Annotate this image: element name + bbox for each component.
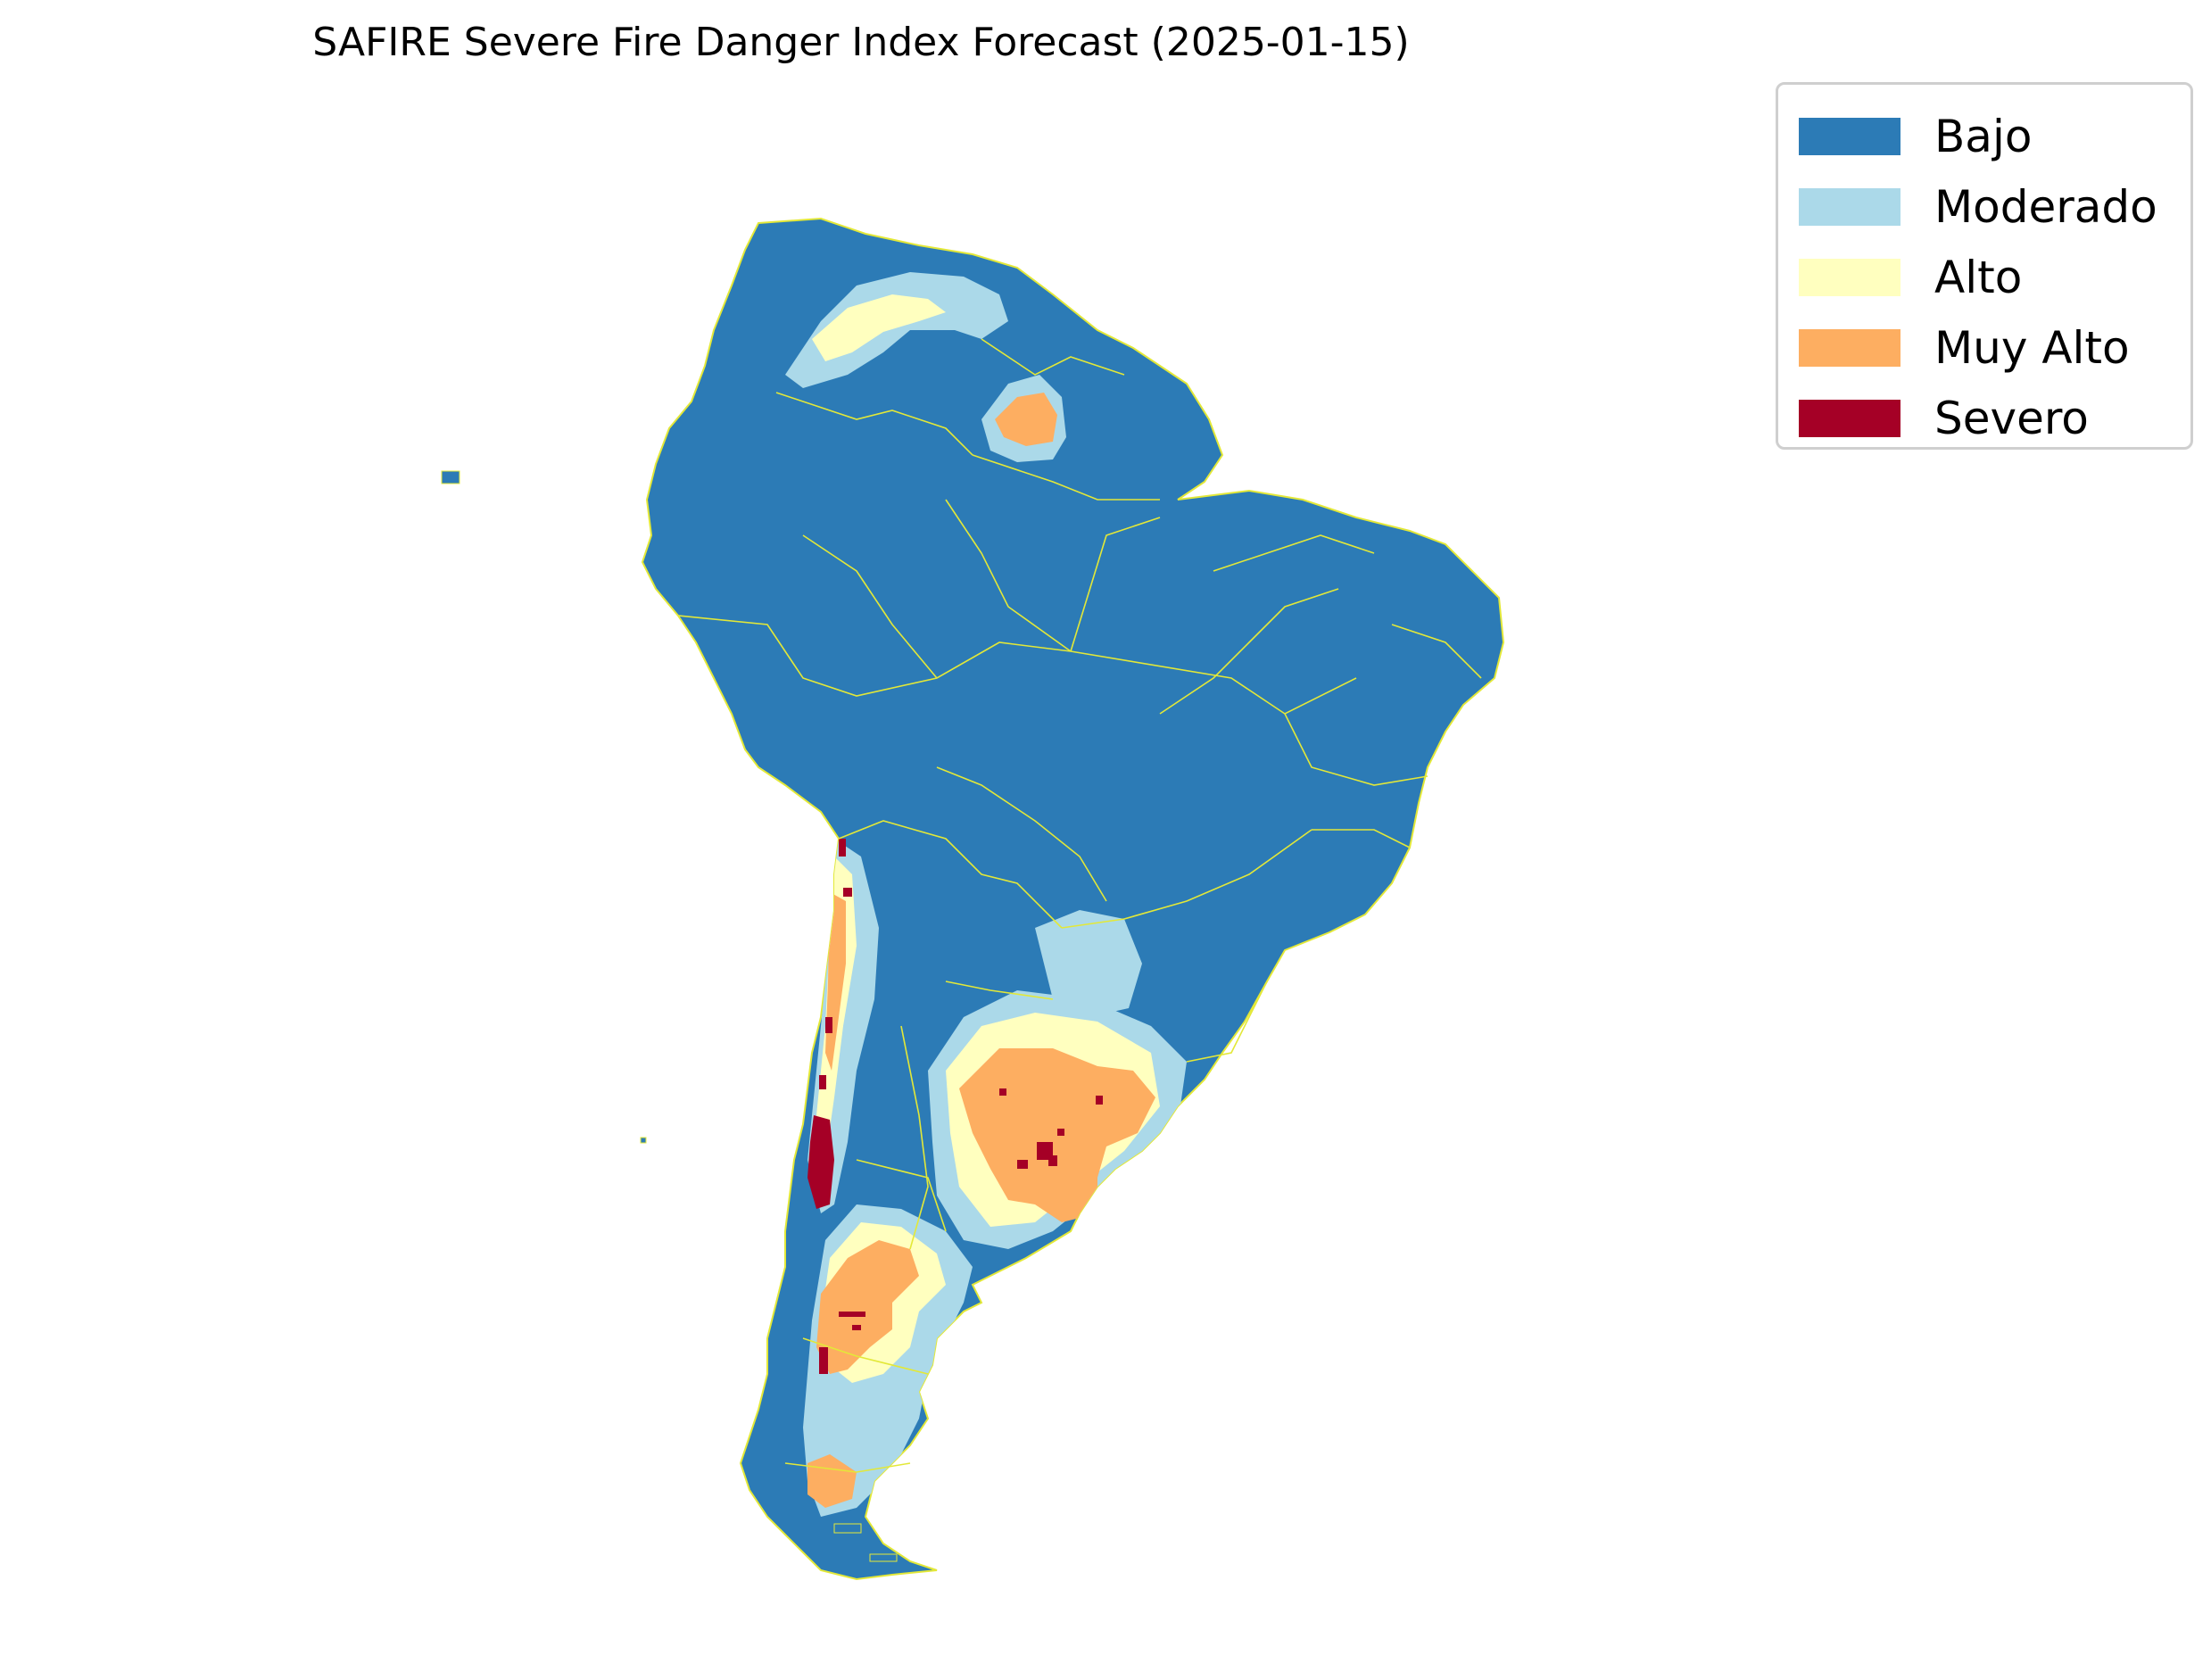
map-title: SAFIRE Severe Fire Danger Index Forecast… — [312, 20, 1410, 65]
legend-label-alto: Alto — [1934, 251, 2023, 303]
legend-swatch-severo — [1799, 399, 1900, 437]
legend-swatch-muy-alto — [1799, 328, 1900, 367]
region-moderado-north — [785, 272, 1008, 388]
legend-label-muy-alto: Muy Alto — [1934, 321, 2130, 374]
severo-patches-chile — [819, 839, 852, 1089]
legend-item-muy-alto: Muy Alto — [1794, 312, 2174, 383]
legend-item-alto: Alto — [1794, 242, 2174, 312]
islands — [441, 470, 898, 1562]
legend-item-moderado: Moderado — [1794, 171, 2174, 242]
severo-patches-argentina — [999, 1088, 1103, 1169]
legend-label-severo: Severo — [1934, 392, 2089, 444]
map-legend: Bajo Moderado Alto Muy Alto Severo — [1776, 82, 2193, 450]
land-bajo — [641, 217, 1505, 1581]
region-muyalto-patagonia — [816, 1240, 919, 1374]
legend-swatch-moderado — [1799, 187, 1900, 226]
legend-label-bajo: Bajo — [1934, 110, 2033, 162]
legend-swatch-alto — [1799, 258, 1900, 296]
severo-patches-patagonia — [819, 1312, 865, 1374]
region-moderado-paraguay — [1035, 910, 1142, 1017]
legend-label-moderado: Moderado — [1934, 180, 2157, 233]
legend-item-bajo: Bajo — [1794, 101, 2174, 171]
admin-borders — [677, 338, 1482, 1473]
region-muyalto-guyana — [995, 393, 1057, 446]
legend-swatch-bajo — [1799, 117, 1900, 155]
south-america-map — [441, 217, 1505, 1581]
region-alto-north — [812, 294, 946, 361]
legend-item-severo: Severo — [1794, 383, 2174, 453]
region-severo-chile — [807, 1115, 834, 1209]
